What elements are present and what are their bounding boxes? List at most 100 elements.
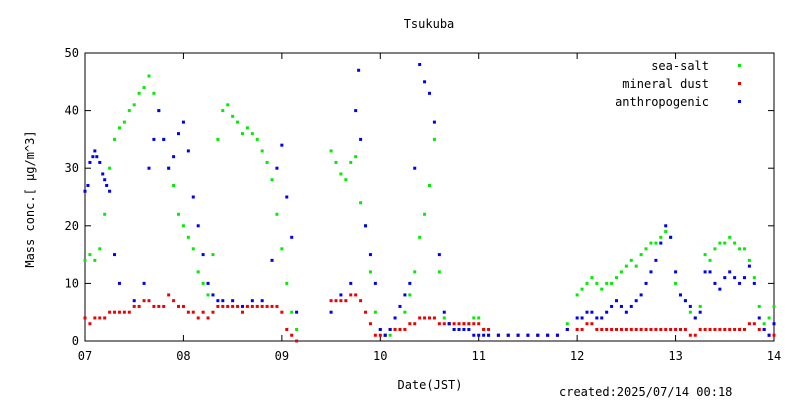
data-point	[437, 253, 441, 257]
data-point	[639, 293, 643, 297]
data-point	[708, 270, 712, 274]
data-point	[339, 293, 343, 297]
data-point	[634, 264, 638, 268]
data-point	[240, 304, 244, 308]
data-point	[634, 327, 638, 331]
data-point	[526, 333, 530, 337]
data-point	[772, 322, 776, 326]
data-point	[442, 322, 446, 326]
data-point	[669, 327, 673, 331]
data-point	[615, 276, 619, 280]
data-point	[747, 322, 751, 326]
data-point	[275, 166, 279, 170]
data-point	[413, 166, 417, 170]
legend: sea-salt mineral dust anthropogenic	[615, 59, 741, 109]
data-point	[113, 137, 117, 141]
data-point	[117, 126, 121, 130]
data-point	[428, 183, 431, 187]
data-point	[733, 276, 737, 280]
data-point	[117, 281, 121, 285]
data-point	[413, 322, 417, 326]
data-point	[280, 143, 284, 147]
data-point	[113, 310, 117, 314]
x-axis-ticks: 07 08 09 10 11 12 13 14	[78, 53, 781, 363]
data-point	[388, 327, 392, 331]
data-point	[378, 333, 382, 337]
data-point	[487, 333, 491, 337]
data-point	[334, 299, 338, 303]
data-point	[147, 299, 151, 303]
data-point	[457, 327, 461, 331]
data-point	[103, 178, 107, 182]
data-point	[113, 253, 117, 257]
created-timestamp: created:2025/07/14 00:18	[559, 385, 733, 399]
data-point	[580, 327, 584, 331]
data-point	[373, 281, 377, 285]
data-point	[418, 316, 422, 320]
data-point	[610, 304, 614, 308]
data-point	[211, 310, 215, 314]
data-point	[132, 299, 136, 303]
data-point	[285, 327, 289, 331]
data-point	[590, 276, 594, 280]
data-point	[373, 333, 377, 337]
data-point	[191, 195, 195, 199]
y-tick-label: 0	[72, 334, 79, 348]
data-point	[428, 91, 431, 95]
data-point	[147, 74, 151, 78]
data-point	[437, 270, 441, 274]
data-point	[275, 304, 279, 308]
data-point	[742, 247, 746, 251]
data-point	[733, 241, 737, 245]
data-point	[98, 316, 102, 320]
data-point	[236, 304, 240, 308]
data-point	[605, 281, 609, 285]
data-point	[605, 327, 609, 331]
data-point	[477, 322, 481, 326]
data-point	[260, 149, 264, 153]
data-point	[354, 293, 358, 297]
data-point	[649, 241, 653, 245]
x-tick-label: 09	[275, 349, 289, 363]
data-point	[733, 327, 737, 331]
data-point	[674, 327, 678, 331]
data-point	[698, 310, 702, 314]
data-point	[152, 91, 156, 95]
data-point	[88, 322, 92, 326]
data-point	[442, 310, 446, 314]
data-point	[196, 270, 200, 274]
data-point	[349, 281, 353, 285]
data-point	[93, 258, 97, 262]
data-point	[595, 281, 599, 285]
data-point	[98, 247, 102, 251]
data-point	[295, 327, 299, 331]
data-point	[590, 310, 594, 314]
data-point	[245, 304, 249, 308]
data-point	[152, 304, 156, 308]
data-point	[117, 310, 121, 314]
data-point	[728, 270, 732, 274]
data-point	[231, 114, 235, 118]
data-point	[649, 270, 653, 274]
x-tick-label: 10	[373, 349, 387, 363]
data-point	[467, 322, 471, 326]
data-point	[713, 247, 717, 251]
data-point	[629, 304, 633, 308]
data-point	[344, 299, 348, 303]
data-point	[674, 281, 678, 285]
data-point	[428, 316, 431, 320]
data-point	[738, 247, 742, 251]
data-point	[339, 172, 343, 176]
data-point	[177, 132, 181, 136]
x-tick-label: 11	[471, 349, 485, 363]
data-point	[260, 304, 264, 308]
y-tick-label: 30	[65, 161, 79, 175]
data-point	[747, 264, 751, 268]
data-point	[664, 327, 668, 331]
data-point	[555, 333, 559, 337]
data-point	[713, 281, 717, 285]
data-point	[767, 316, 771, 320]
data-point	[398, 327, 402, 331]
data-point	[364, 310, 368, 314]
data-point	[132, 103, 136, 107]
